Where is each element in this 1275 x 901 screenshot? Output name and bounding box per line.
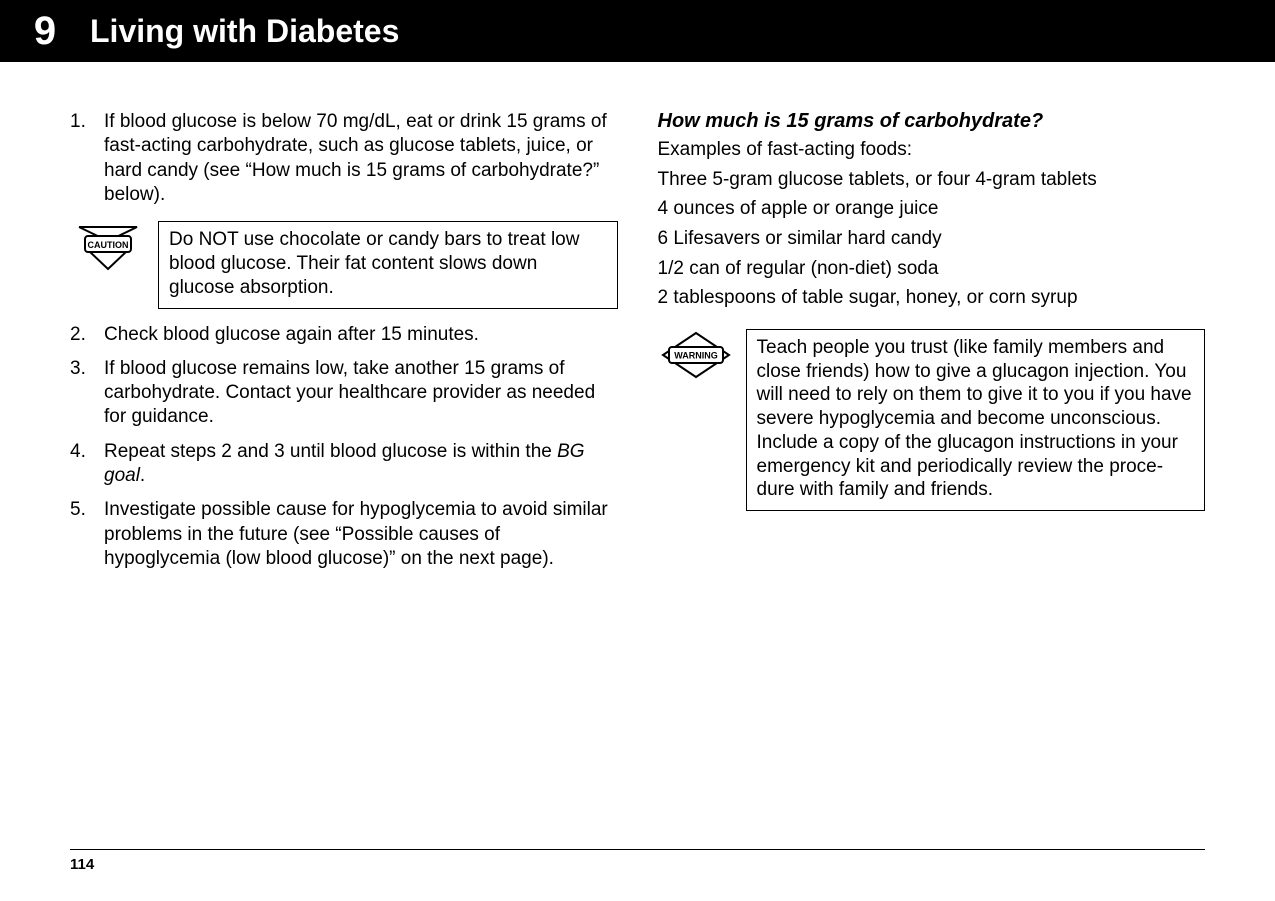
step-5: Investigate possible cause for hypoglyce… (70, 498, 618, 571)
step-4: Repeat steps 2 and 3 until blood glucose… (70, 440, 618, 489)
step-4-tail: . (140, 465, 145, 486)
warning-icon: WARNING (658, 329, 734, 379)
step-2: Check blood glucose again after 15 minut… (70, 323, 618, 347)
carb-subhead: How much is 15 grams of carbohydrate? (658, 110, 1206, 133)
chapter-title: Living with Diabetes (90, 13, 399, 50)
caution-icon: CAUTION (70, 221, 146, 273)
carb-line-2: 4 ounces of apple or orange juice (658, 196, 1206, 222)
content-area: If blood glucose is below 70 mg/dL, eat … (0, 62, 1275, 581)
chapter-header: 9 Living with Diabetes (0, 0, 1275, 62)
warning-icon-label: WARNING (674, 350, 718, 360)
carb-line-4: 1/2 can of regular (non-diet) soda (658, 256, 1206, 282)
caution-icon-label: CAUTION (88, 240, 129, 250)
carb-line-3: 6 Lifesavers or similar hard candy (658, 226, 1206, 252)
page-number: 114 (70, 856, 1205, 873)
warning-text: Teach people you trust (like family memb… (746, 329, 1206, 511)
step-1: If blood glucose is below 70 mg/dL, eat … (70, 110, 618, 207)
steps-list: If blood glucose is below 70 mg/dL, eat … (70, 110, 618, 207)
caution-callout: CAUTION Do NOT use chocolate or candy ba… (70, 221, 618, 308)
warning-callout: WARNING Teach people you trust (like fam… (658, 329, 1206, 511)
left-column: If blood glucose is below 70 mg/dL, eat … (70, 110, 618, 581)
steps-list-cont: Check blood glucose again after 15 minut… (70, 323, 618, 572)
carb-line-1: Three 5-gram glucose tablets, or four 4-… (658, 167, 1206, 193)
page: 9 Living with Diabetes If blood glucose … (0, 0, 1275, 901)
page-footer: 114 (70, 849, 1205, 873)
chapter-number: 9 (0, 9, 90, 54)
step-4-lead: Repeat steps 2 and 3 until blood glucose… (104, 441, 557, 462)
right-column: How much is 15 grams of carbohydrate? Ex… (658, 110, 1206, 581)
caution-text: Do NOT use chocolate or candy bars to tr… (158, 221, 618, 308)
carb-line-5: 2 tablespoons of table sugar, honey, or … (658, 285, 1206, 311)
step-3: If blood glucose remains low, take anoth… (70, 357, 618, 430)
carb-line-0: Examples of fast-acting foods: (658, 137, 1206, 163)
